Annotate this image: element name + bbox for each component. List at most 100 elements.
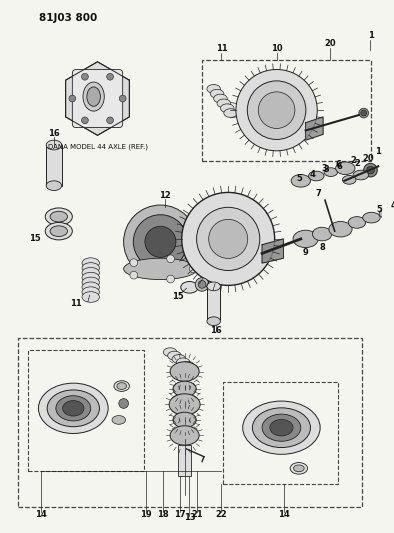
Circle shape — [190, 265, 197, 273]
Ellipse shape — [329, 222, 352, 237]
Text: 17: 17 — [174, 510, 186, 519]
Ellipse shape — [224, 109, 238, 117]
Ellipse shape — [294, 465, 304, 472]
Ellipse shape — [114, 381, 130, 391]
Text: 20: 20 — [363, 154, 374, 163]
Ellipse shape — [363, 212, 380, 223]
Circle shape — [130, 259, 138, 266]
Ellipse shape — [45, 222, 72, 240]
Ellipse shape — [173, 381, 196, 397]
Text: 11: 11 — [70, 299, 82, 308]
Text: 81J03 800: 81J03 800 — [39, 13, 98, 23]
Ellipse shape — [82, 272, 99, 283]
Bar — [28, 350, 144, 471]
Ellipse shape — [117, 383, 126, 390]
Circle shape — [82, 117, 88, 124]
Ellipse shape — [46, 140, 62, 150]
Ellipse shape — [170, 362, 199, 381]
Text: 7: 7 — [315, 189, 321, 198]
Ellipse shape — [262, 414, 301, 441]
Ellipse shape — [290, 463, 308, 474]
Text: 3: 3 — [321, 164, 327, 173]
Ellipse shape — [312, 227, 332, 241]
Ellipse shape — [169, 394, 200, 415]
Ellipse shape — [46, 181, 62, 190]
Ellipse shape — [82, 268, 99, 278]
Ellipse shape — [177, 358, 190, 367]
Circle shape — [258, 92, 295, 128]
Ellipse shape — [214, 94, 227, 103]
Circle shape — [364, 164, 377, 177]
Ellipse shape — [112, 416, 126, 424]
Ellipse shape — [56, 395, 91, 421]
Ellipse shape — [63, 401, 84, 416]
Ellipse shape — [207, 85, 221, 93]
Circle shape — [197, 207, 260, 271]
Circle shape — [82, 74, 88, 80]
Text: 14: 14 — [35, 510, 47, 519]
Circle shape — [195, 278, 209, 291]
Text: 6: 6 — [336, 162, 342, 171]
Circle shape — [107, 117, 113, 124]
Circle shape — [359, 108, 368, 118]
Text: 1: 1 — [375, 147, 381, 156]
Ellipse shape — [243, 401, 320, 454]
Ellipse shape — [379, 209, 393, 218]
Ellipse shape — [324, 168, 338, 176]
Circle shape — [167, 255, 175, 263]
FancyBboxPatch shape — [72, 69, 123, 127]
Text: 13: 13 — [184, 513, 195, 522]
Ellipse shape — [185, 365, 199, 374]
Ellipse shape — [253, 408, 310, 448]
Ellipse shape — [47, 390, 99, 427]
Text: 11: 11 — [216, 44, 227, 53]
Ellipse shape — [83, 82, 104, 111]
Ellipse shape — [270, 419, 293, 436]
Ellipse shape — [82, 277, 99, 288]
Text: 19: 19 — [140, 510, 152, 519]
Circle shape — [133, 215, 188, 269]
Circle shape — [182, 192, 275, 285]
Ellipse shape — [82, 287, 99, 297]
Ellipse shape — [87, 87, 100, 106]
Ellipse shape — [50, 226, 67, 237]
Text: 16: 16 — [210, 326, 221, 335]
Bar — [46, 145, 62, 185]
Circle shape — [124, 205, 197, 279]
Ellipse shape — [221, 104, 234, 112]
Text: 22: 22 — [216, 510, 227, 519]
Ellipse shape — [353, 170, 368, 180]
Ellipse shape — [293, 230, 318, 248]
Text: 9: 9 — [303, 248, 309, 257]
Polygon shape — [262, 239, 283, 263]
Ellipse shape — [309, 171, 324, 181]
Ellipse shape — [164, 348, 177, 357]
Ellipse shape — [181, 361, 194, 370]
Circle shape — [167, 275, 175, 283]
Ellipse shape — [170, 426, 199, 445]
Bar — [223, 382, 338, 484]
Circle shape — [145, 227, 176, 257]
Ellipse shape — [82, 292, 99, 302]
Text: 5: 5 — [376, 205, 382, 214]
Bar — [202, 60, 372, 161]
Ellipse shape — [82, 263, 99, 273]
Circle shape — [198, 280, 206, 288]
Text: 21: 21 — [191, 510, 203, 519]
Circle shape — [361, 110, 367, 116]
Bar — [178, 445, 191, 476]
Ellipse shape — [168, 351, 181, 360]
Circle shape — [367, 166, 374, 174]
Text: 15: 15 — [172, 293, 184, 302]
Ellipse shape — [217, 99, 230, 108]
Text: 20: 20 — [324, 39, 336, 48]
Circle shape — [119, 95, 126, 102]
Ellipse shape — [124, 259, 197, 280]
Ellipse shape — [173, 412, 196, 427]
Ellipse shape — [348, 216, 366, 228]
Text: 8: 8 — [319, 243, 325, 252]
Ellipse shape — [50, 211, 67, 222]
Ellipse shape — [207, 282, 221, 290]
Ellipse shape — [207, 317, 221, 326]
Text: 15: 15 — [29, 235, 41, 244]
